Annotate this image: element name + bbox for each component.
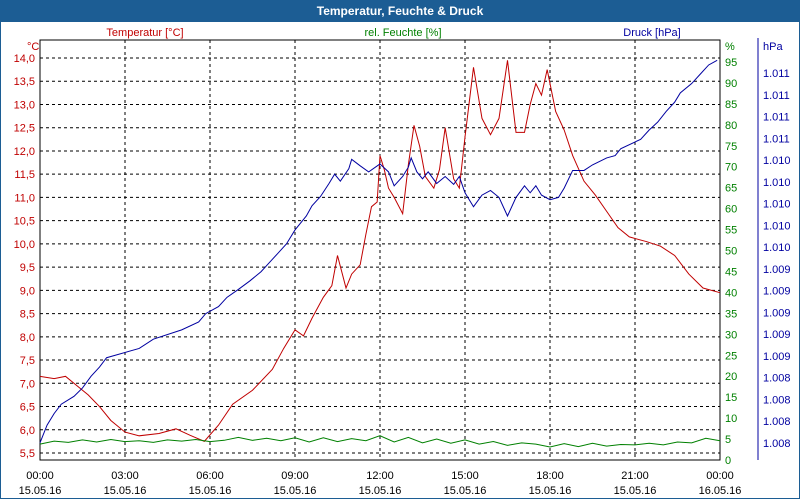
right-humidity-tick-label: 10	[725, 413, 737, 425]
right-pressure-tick-label: 1.008	[763, 373, 791, 385]
right-humidity-tick-label: 95	[725, 57, 737, 69]
right-humidity-tick-label: 75	[725, 141, 737, 153]
left-tick-label: 9,0	[20, 285, 35, 297]
x-tick-date: 15.05.16	[189, 485, 232, 497]
right-pressure-tick-label: 1.009	[763, 351, 791, 363]
left-tick-label: 11,0	[14, 192, 35, 204]
left-tick-label: 9,5	[20, 262, 35, 274]
x-tick-date: 15.05.16	[614, 485, 657, 497]
left-tick-label: 14,0	[14, 53, 35, 65]
right-humidity-tick-label: 70	[725, 162, 737, 174]
series-line	[39, 59, 718, 443]
right-humidity-tick-label: 25	[725, 350, 737, 362]
x-tick-date: 15.05.16	[444, 485, 487, 497]
right-pressure-tick-label: 1.010	[763, 155, 791, 167]
x-tick-time: 00:00	[706, 470, 734, 482]
right-humidity-tick-label: 15	[725, 392, 737, 404]
right-pressure-tick-label: 1.008	[763, 416, 791, 428]
right-pressure-tick-label: 1.011	[763, 68, 790, 80]
x-tick-date: 15.05.16	[359, 485, 402, 497]
grid-lines	[40, 40, 720, 460]
left-tick-label: 8,0	[20, 332, 35, 344]
x-tick-time: 21:00	[621, 470, 649, 482]
x-tick-date: 15.05.16	[19, 485, 62, 497]
left-tick-label: 5,5	[20, 448, 35, 460]
right-humidity-tick-label: 40	[725, 287, 737, 299]
right-pressure-tick-label: 1.008	[763, 438, 791, 450]
left-tick-label: 13,0	[14, 99, 35, 111]
humidity-unit-label: %	[725, 41, 735, 53]
left-tick-label: 8,5	[20, 309, 35, 321]
right-humidity-tick-label: 20	[725, 371, 737, 383]
right-humidity-tick-label: 5	[725, 434, 731, 446]
x-tick-time: 09:00	[281, 470, 309, 482]
x-tick-date: 16.05.16	[699, 485, 742, 497]
right-humidity-tick-label: 50	[725, 246, 737, 258]
right-humidity-tick-label: 90	[725, 78, 737, 90]
legend-entry: Druck [hPa]	[623, 27, 680, 39]
right-pressure-tick-label: 1.009	[763, 307, 791, 319]
right-pressure-tick-label: 1.010	[763, 199, 791, 211]
pressure-unit-label: hPa	[763, 41, 783, 53]
x-tick-time: 00:00	[26, 470, 54, 482]
legend-entry: Temperatur [°C]	[106, 27, 183, 39]
right-pressure-tick-label: 1.009	[763, 264, 791, 276]
axes: 5,5 6,0 6,5 7,0 7,5 8,0 8,5 9,0 9,5 10,0 10,5 11,0 1…	[14, 27, 791, 497]
left-unit-label: °C	[27, 41, 39, 53]
right-humidity-tick-label: 30	[725, 329, 737, 341]
right-humidity-tick-label: 60	[725, 204, 737, 216]
series-line	[39, 435, 721, 448]
right-pressure-tick-label: 1.011	[763, 133, 790, 145]
right-pressure-tick-label: 1.009	[763, 329, 791, 341]
right-humidity-tick-label: 45	[725, 266, 737, 278]
right-pressure-tick-label: 1.010	[763, 242, 791, 254]
chart-title: Temperatur, Feuchte & Druck	[0, 0, 800, 22]
left-tick-label: 10,0	[14, 239, 35, 251]
right-pressure-tick-label: 1.009	[763, 286, 791, 298]
series-line	[39, 60, 721, 442]
right-pressure-tick-label: 1.008	[763, 394, 791, 406]
x-tick-time: 15:00	[451, 470, 479, 482]
right-pressure-tick-label: 1.010	[763, 220, 791, 232]
left-tick-label: 6,0	[20, 425, 35, 437]
right-humidity-tick-label: 65	[725, 183, 737, 195]
x-tick-date: 15.05.16	[529, 485, 572, 497]
x-tick-time: 18:00	[536, 470, 564, 482]
left-tick-label: 11,5	[14, 169, 35, 181]
left-tick-label: 12,0	[14, 146, 35, 158]
left-tick-label: 6,5	[20, 402, 35, 414]
right-humidity-tick-label: 55	[725, 225, 737, 237]
x-tick-time: 06:00	[196, 470, 224, 482]
legend-entry: rel. Feuchte [%]	[364, 27, 441, 39]
x-tick-date: 15.05.16	[104, 485, 147, 497]
series-lines	[39, 59, 721, 448]
x-tick-time: 03:00	[111, 470, 139, 482]
right-pressure-tick-label: 1.011	[763, 112, 790, 124]
right-humidity-tick-label: 0	[725, 455, 731, 467]
right-humidity-tick-label: 35	[725, 308, 737, 320]
left-tick-label: 10,5	[14, 216, 35, 228]
right-humidity-tick-label: 80	[725, 120, 737, 132]
left-tick-label: 7,5	[20, 355, 35, 367]
x-tick-date: 15.05.16	[274, 485, 317, 497]
left-tick-label: 13,5	[14, 76, 35, 88]
right-pressure-tick-label: 1.011	[763, 90, 790, 102]
right-pressure-tick-label: 1.010	[763, 177, 791, 189]
left-tick-label: 7,0	[20, 378, 35, 390]
left-tick-label: 12,5	[14, 123, 35, 135]
x-tick-time: 12:00	[366, 470, 394, 482]
right-humidity-tick-label: 85	[725, 99, 737, 111]
